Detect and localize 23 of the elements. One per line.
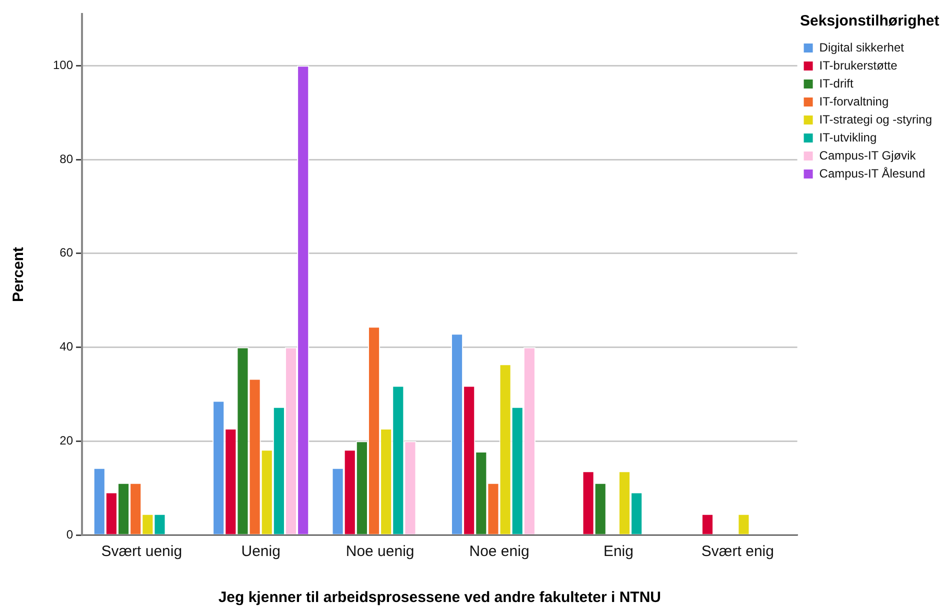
x-tick-label: Enig: [603, 543, 634, 560]
legend-label: IT-drift: [819, 76, 854, 90]
legend-label: IT-brukerstøtte: [819, 58, 898, 72]
x-axis-title: Jeg kjenner til arbeidsprosessene ved andre fakulteter i NTNU: [218, 589, 661, 606]
legend-label: Digital sikkerhet: [819, 40, 905, 54]
y-tick-label: 40: [60, 340, 74, 354]
legend-label: IT-forvaltning: [819, 94, 889, 108]
y-tick-label: 60: [60, 246, 74, 260]
legend-label: IT-utvikling: [819, 130, 877, 144]
y-tick-label: 0: [66, 527, 74, 542]
x-tick-label: Uenig: [241, 543, 280, 560]
x-tick-label: Noe enig: [469, 543, 530, 560]
x-tick-label: Svært enig: [701, 543, 774, 560]
legend-label: IT-strategi og -styring: [819, 112, 932, 126]
y-tick-label: 80: [60, 152, 74, 166]
y-axis-title: Percent: [10, 246, 28, 302]
legend-label: Campus-IT Ålesund: [819, 166, 926, 180]
y-tick-label: 20: [60, 433, 74, 448]
legend-label: Campus-IT Gjøvik: [819, 148, 917, 162]
x-tick-label: Svært uenig: [101, 543, 182, 560]
legend-title: Seksjonstilhørighet: [800, 12, 940, 30]
x-tick-label: Noe uenig: [346, 543, 414, 560]
y-tick-label: 100: [52, 58, 74, 72]
